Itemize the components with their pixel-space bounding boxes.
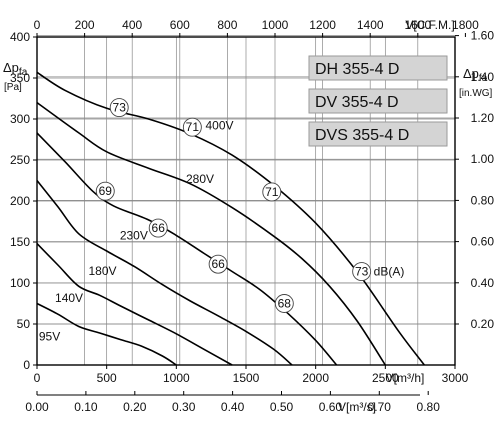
y2-tick-label: 1.00 [471,152,495,166]
top-tick-label: 600 [170,18,190,32]
y2-tick-label: 0.40 [471,276,495,290]
x-axis-label: V[m³/h] [386,371,425,385]
y-tick-label: 350 [10,71,30,85]
db-marker-value: 69 [99,184,113,198]
top-axis-label: V[C.F.M.] [405,18,454,32]
y2-tick-label: 0.80 [471,193,495,207]
model-name: DH 355-4 D [315,61,399,78]
y-tick-label: 50 [17,317,31,331]
y-tick-label: 100 [10,276,30,290]
top-tick-label: 0 [34,18,41,32]
db-marker-circle [109,98,129,117]
curve-400v [36,71,425,366]
model-name: DV 355-4 D [315,94,399,111]
x-tick-label: 1500 [233,371,260,385]
curve-95v [36,302,177,366]
y-axis-unit: [Pa] [4,82,22,93]
top-tick-label: 1000 [262,18,289,32]
x2-tick-label: 0.60 [319,400,343,414]
x-tick-label: 2000 [302,371,329,385]
y2-tick-label: 1.60 [471,29,495,43]
db-marker-value: 71 [265,185,279,199]
x2-tick-label: 0.20 [123,400,147,414]
voltage-label-400v: 400V [206,119,234,133]
db-marker-circle [274,294,294,313]
x2-axis-label: V[m³/s] [338,400,376,414]
y-tick-label: 250 [10,153,30,167]
model-box [308,88,448,114]
y-tick-label: 300 [10,112,30,126]
top-tick-label: 200 [75,18,95,32]
x2-tick-label: 0.10 [74,400,98,414]
x-tick-label: 500 [97,371,117,385]
curve-280v [36,101,386,366]
curve-180v [36,180,293,366]
voltage-label-280v: 280V [186,172,214,186]
db-marker-value: 71 [186,120,200,134]
curve-labels: 400V 280V 230V 180V 140V 95V [39,119,234,344]
x2-tick-label: 0.00 [25,400,49,414]
db-markers: 73 71 71 73 69 66 66 68 dB(A) [95,98,405,313]
voltage-label-95v: 95V [39,329,60,343]
top-tick-label: 800 [217,18,237,32]
x2-tick-label: 0.70 [368,400,392,414]
db-marker-circle [262,182,282,202]
y-tick-label: 0 [23,358,30,372]
model-box [308,121,448,147]
y2-tick-label: 1.40 [471,70,495,84]
db-unit-label: dB(A) [374,265,405,279]
db-marker-value: 66 [152,221,166,235]
top-tick-label: 1400 [357,18,384,32]
grid [37,35,455,365]
top-tick-label: 1800 [452,18,479,32]
top-tick-label: 1200 [309,18,336,32]
db-marker-value: 73 [113,101,127,115]
y2-tick-label: 1.20 [471,111,495,125]
model-boxes: DH 355-4 D DV 355-4 D DVS 355-4 D [308,55,448,147]
pressure-curves [36,71,425,366]
top-tick-label: 1600 [404,18,431,32]
db-marker-circle [148,218,168,238]
y-tick-label: 200 [10,194,30,208]
db-marker-circle [95,181,115,201]
voltage-label-140v: 140V [55,291,83,305]
model-name: DVS 355-4 D [315,127,409,144]
x-tick-label: 2500 [372,371,399,385]
x2-tick-label: 0.30 [172,400,196,414]
voltage-label-230v: 230V [120,229,148,243]
curve-230v [36,132,338,366]
top-tick-label: 400 [122,18,142,32]
x2-tick-label: 0.80 [417,400,441,414]
db-marker-value: 73 [355,265,369,279]
voltage-label-180v: 180V [88,264,116,278]
y-tick-label: 400 [10,30,30,44]
y2-tick-label: 0.20 [471,317,495,331]
model-box [308,55,448,81]
x-tick-label: 3000 [442,371,469,385]
curve-140v [36,243,233,366]
y2-axis-unit: [in.WG] [459,88,493,99]
x2-tick-label: 0.40 [221,400,245,414]
db-marker-value: 66 [211,257,225,271]
db-marker-circle [208,254,228,274]
x2-tick-label: 0.50 [270,400,294,414]
x-tick-label: 1000 [163,371,190,385]
y2-tick-label: 0.60 [471,235,495,249]
y-axis-label-subscript: fa [19,67,28,78]
db-marker-value: 68 [278,297,292,311]
y-tick-label: 150 [10,235,30,249]
db-marker-circle [182,117,202,137]
y2-axis-label-subscript: fa [479,73,488,84]
x-tick-label: 0 [34,371,41,385]
db-marker-circle [352,262,372,281]
